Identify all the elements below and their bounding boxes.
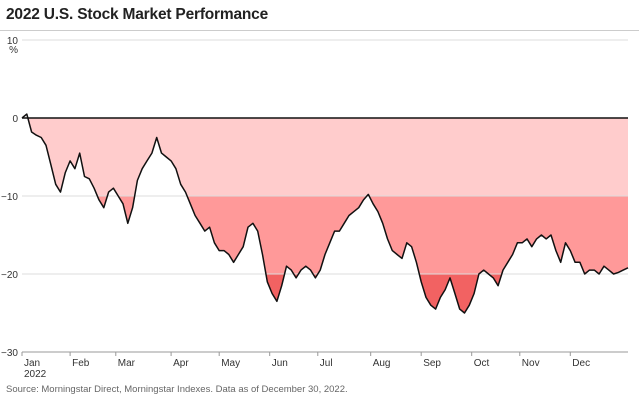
x-tick-label: Oct xyxy=(474,358,490,369)
x-tick-label: May xyxy=(221,358,240,369)
chart-title: 2022 U.S. Stock Market Performance xyxy=(6,6,268,23)
x-tick-label: Nov xyxy=(522,358,540,369)
x-tick-label: Feb xyxy=(72,358,90,369)
y-tick-label: −10 xyxy=(1,192,18,203)
title-divider xyxy=(0,30,639,31)
y-tick-label: −30 xyxy=(1,348,18,359)
drawdown-band-1 xyxy=(22,118,628,196)
x-axis: Jan Feb Mar Apr May Jun Jul Aug Sep Oct Nov Dec 2022 xyxy=(21,351,628,380)
x-tick-label: Aug xyxy=(373,358,391,369)
y-axis-ticks: 10 0 −10 −20 −30 xyxy=(1,36,18,359)
y-tick-label: −20 xyxy=(1,270,18,281)
gridlines xyxy=(22,39,628,353)
x-tick-label: Sep xyxy=(423,358,441,369)
y-tick-label: 10 xyxy=(7,36,19,47)
drawdown-bands xyxy=(22,118,628,313)
x-tick-label: Apr xyxy=(173,358,189,369)
market-performance-line xyxy=(21,113,629,314)
x-axis-year-label: 2022 xyxy=(24,369,47,380)
y-tick-label: 0 xyxy=(12,114,18,125)
drawdown-band-2 xyxy=(22,196,628,274)
x-tick-label: Jan xyxy=(24,358,40,369)
source-note: Source: Morningstar Direct, Morningstar … xyxy=(6,384,348,395)
x-tick-label: Jul xyxy=(320,358,333,369)
x-tick-label: Dec xyxy=(572,358,590,369)
x-tick-label: Mar xyxy=(118,358,136,369)
x-tick-label: Jun xyxy=(272,358,288,369)
drawdown-band-3 xyxy=(22,274,628,313)
y-axis-unit-label: % xyxy=(9,45,18,56)
